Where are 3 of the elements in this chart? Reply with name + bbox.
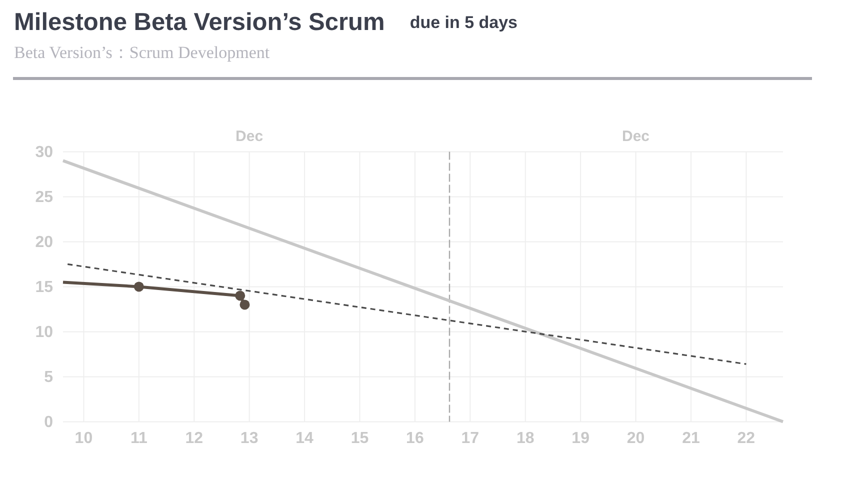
subtitle: Beta Version’s：Scrum Development	[14, 43, 270, 62]
annotation: due in 5 days	[410, 13, 518, 32]
title: Milestone Beta Version’s Scrum	[14, 9, 385, 36]
